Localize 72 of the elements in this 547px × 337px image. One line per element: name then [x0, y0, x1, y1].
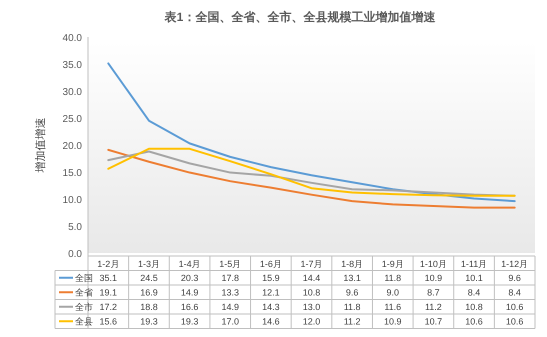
data-label: 19.3: [180, 316, 198, 326]
data-label: 8.4: [468, 288, 480, 298]
data-label: 16.6: [180, 302, 198, 312]
data-label: 10.1: [465, 273, 483, 283]
y-axis-title: 增加值增速: [34, 118, 47, 174]
x-tick-label: 1-9月: [382, 259, 404, 269]
data-label: 10.7: [424, 316, 442, 326]
data-label: 15.6: [100, 316, 118, 326]
data-label: 10.8: [302, 288, 320, 298]
data-label: 11.2: [424, 302, 442, 312]
data-label: 12.0: [302, 316, 320, 326]
line-series: [107, 62, 516, 202]
y-tick-label: 25.0: [62, 114, 82, 125]
x-tick-label: 1-12月: [501, 259, 528, 269]
data-label: 15.9: [262, 273, 280, 283]
y-tick-label: 10.0: [62, 195, 82, 206]
data-label: 12.1: [262, 288, 280, 298]
data-label: 8.7: [427, 288, 440, 298]
x-tick-label: 1-2月: [97, 259, 120, 269]
x-tick-label: 1-5月: [219, 259, 242, 269]
data-label: 14.4: [302, 273, 320, 283]
data-label: 20.3: [180, 273, 198, 283]
data-label: 14.9: [180, 288, 198, 298]
x-tick-label: 1-6月: [260, 259, 282, 269]
data-label: 14.9: [221, 302, 239, 312]
y-tick-label: 15.0: [62, 168, 82, 179]
data-label: 24.5: [140, 273, 158, 283]
y-tick-label: 20.0: [62, 141, 82, 152]
data-label: 14.3: [262, 302, 280, 312]
data-label: 9.0: [386, 288, 400, 298]
line-series: [107, 148, 516, 209]
data-label: 19.1: [100, 288, 118, 298]
data-label: 11.6: [384, 302, 402, 312]
data-label: 8.4: [508, 288, 521, 298]
data-label: 35.1: [100, 273, 118, 283]
y-tick-label: 30.0: [62, 87, 82, 98]
data-label: 19.3: [140, 316, 158, 326]
x-tick-label: 1-10月: [420, 259, 447, 269]
legend-label: 全市: [75, 302, 93, 312]
data-label: 17.2: [100, 302, 118, 312]
data-label: 18.8: [140, 302, 158, 312]
data-label: 11.8: [384, 273, 402, 283]
y-tick-label: 5.0: [68, 222, 82, 233]
data-label: 14.6: [262, 316, 280, 326]
data-label: 17.0: [221, 316, 239, 326]
x-tick-label: 1-3月: [138, 259, 160, 269]
chart-title: 表1：全国、全省、全市、全县规模工业增加值增速: [164, 10, 436, 24]
data-label: 13.0: [302, 302, 320, 312]
y-tick-label: 40.0: [62, 33, 82, 44]
data-label: 10.9: [424, 273, 442, 283]
data-label: 11.8: [344, 302, 361, 312]
x-tick-label: 1-8月: [341, 259, 364, 269]
data-label: 10.6: [506, 302, 524, 312]
legend-label: 全国: [75, 273, 93, 283]
y-tick-label: 0.0: [68, 249, 82, 260]
data-label: 17.8: [221, 273, 239, 283]
data-label: 11.2: [344, 316, 361, 326]
data-label: 10.9: [384, 316, 402, 326]
data-label: 13.1: [343, 273, 361, 283]
data-label: 13.3: [221, 288, 239, 298]
data-label: 10.8: [465, 302, 483, 312]
legend-label: 全县: [75, 316, 93, 326]
data-label: 9.6: [508, 273, 521, 283]
y-tick-label: 35.0: [62, 60, 82, 71]
x-tick-label: 1-11月: [460, 259, 488, 269]
data-label: 16.9: [140, 288, 158, 298]
data-label: 10.6: [506, 316, 524, 326]
x-tick-label: 1-4月: [178, 259, 201, 269]
x-tick-label: 1-7月: [300, 259, 323, 269]
data-label: 10.6: [465, 316, 483, 326]
data-label: 9.6: [346, 288, 358, 298]
legend-label: 全省: [75, 288, 93, 298]
